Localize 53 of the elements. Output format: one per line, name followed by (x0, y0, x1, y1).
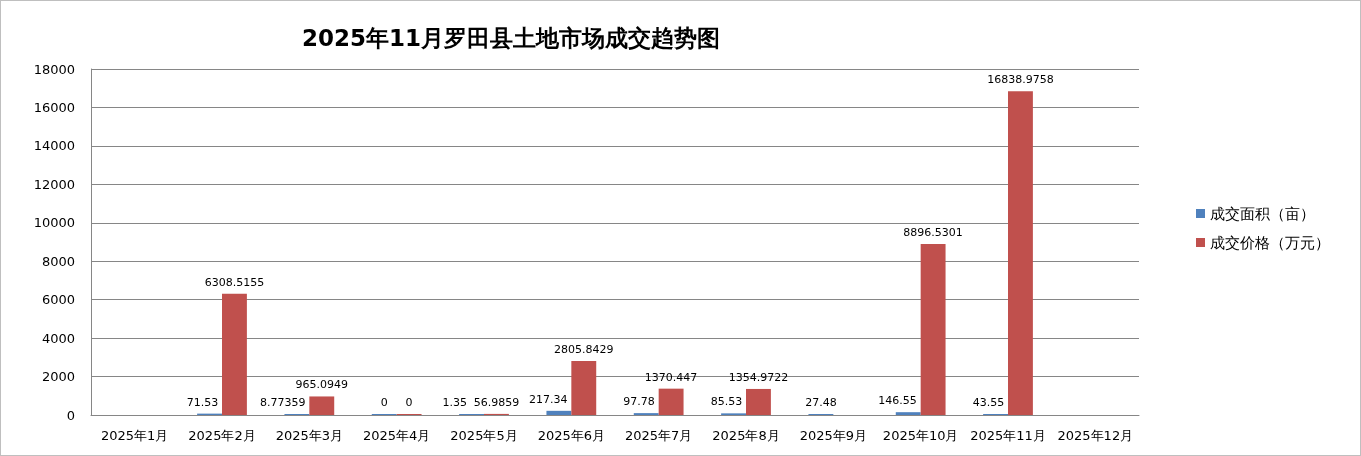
x-tick-label: 2025年12月 (1057, 428, 1134, 443)
data-label: 0 (380, 396, 388, 409)
legend-label: 成交价格（万元） (1210, 233, 1330, 252)
data-label: 27.48 (805, 396, 837, 409)
y-tick-label: 12000 (33, 176, 75, 192)
data-label: 8.77359 (259, 396, 306, 409)
data-label: 71.53 (186, 395, 219, 409)
data-label: 217.34 (528, 392, 568, 406)
y-tick-label: 0 (66, 407, 75, 423)
data-label: 2805.8429 (554, 343, 614, 357)
x-tick-label: 2025年2月 (188, 428, 256, 443)
data-label: 0 (405, 396, 413, 409)
data-label: 1354.9722 (728, 370, 789, 384)
y-tick-label: 16000 (33, 99, 75, 115)
x-tick-label: 2025年7月 (624, 428, 693, 443)
data-label: 965.0949 (295, 378, 349, 392)
bar (222, 293, 247, 415)
x-tick-label: 2025年10月 (882, 428, 959, 443)
bar (895, 412, 921, 415)
data-label: 6308.5155 (204, 275, 265, 289)
bar (658, 388, 684, 415)
x-tick-label: 2025年5月 (450, 428, 518, 443)
bar (309, 396, 335, 415)
x-tick-label: 2025年1月 (100, 428, 169, 443)
x-tick-label: 2025年9月 (799, 428, 868, 443)
y-tick-label: 10000 (33, 215, 75, 231)
y-tick-label: 8000 (41, 253, 75, 269)
x-tick-label: 2025年3月 (275, 428, 344, 443)
y-tick-label: 6000 (41, 292, 75, 308)
y-tick-label: 2000 (41, 369, 75, 385)
data-label: 1.35 (442, 396, 468, 409)
data-label: 16838.9758 (987, 73, 1054, 87)
data-label: 56.9859 (473, 395, 520, 409)
data-label: 85.53 (710, 395, 743, 409)
y-tick-label: 14000 (33, 138, 75, 154)
data-label: 8896.5301 (903, 225, 963, 239)
bar (546, 410, 572, 415)
data-label: 97.78 (623, 395, 655, 409)
data-label: 43.55 (972, 396, 1005, 409)
data-label: 146.55 (878, 394, 917, 408)
legend-label: 成交面积（亩） (1210, 204, 1315, 223)
x-tick-label: 2025年4月 (362, 428, 431, 443)
x-tick-label: 2025年8月 (712, 428, 780, 443)
data-label: 1370.447 (644, 370, 698, 384)
y-tick-label: 18000 (33, 61, 75, 77)
bar (746, 388, 771, 415)
x-tick-label: 2025年11月 (970, 428, 1046, 443)
chart-title: 2025年11月罗田县土地市场成交趋势图 (302, 24, 721, 51)
x-tick-label: 2025年6月 (537, 428, 606, 443)
bar (920, 243, 946, 415)
y-tick-label: 4000 (41, 330, 75, 346)
bar (1008, 91, 1033, 415)
bar (571, 361, 597, 415)
